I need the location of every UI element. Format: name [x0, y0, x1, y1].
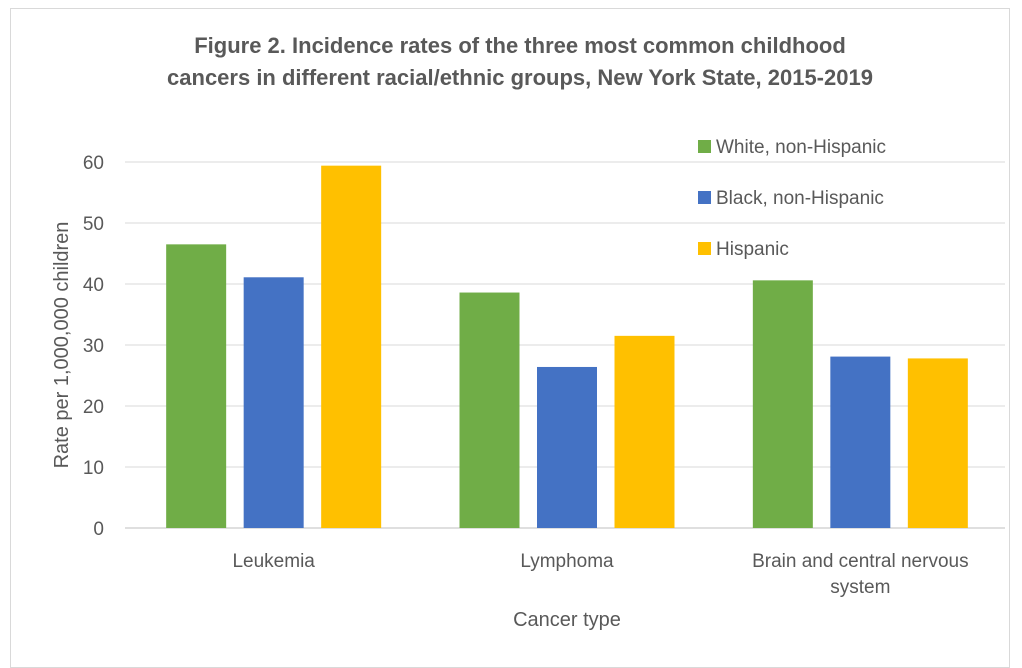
bar-chart: 0 10 20 30 40 50 60 Leukemia Lymphoma Brain and …	[51, 137, 1005, 631]
y-tick-label: 20	[83, 397, 104, 418]
bar	[614, 335, 675, 528]
y-tick-label: 10	[83, 458, 104, 479]
y-tick-label: 30	[83, 336, 104, 357]
bar	[459, 292, 520, 528]
bar	[321, 165, 382, 528]
x-axis-label: Cancer type	[513, 609, 621, 631]
x-tick-labels: Leukemia Lymphoma Brain and central nervou…	[232, 551, 968, 598]
bars	[166, 165, 968, 528]
bar	[752, 280, 813, 528]
chart-title: Figure 2. Incidence rates of the three m…	[0, 30, 1022, 94]
bar	[166, 244, 227, 528]
legend-entry: Black, non-Hispanic	[716, 188, 884, 209]
x-tick-label: system	[830, 577, 890, 598]
x-tick-label: Leukemia	[232, 551, 315, 572]
legend-swatch	[698, 191, 711, 204]
y-tick-label: 40	[83, 275, 104, 296]
y-axis-label: Rate per 1,000,000 children	[51, 222, 73, 469]
y-tick-labels: 0 10 20 30 40 50 60	[83, 153, 104, 540]
legend: White, non-Hispanic Black, non-Hispanic Hi…	[698, 137, 886, 260]
bar	[907, 358, 968, 528]
bar	[830, 356, 891, 528]
legend-entry: Hispanic	[716, 239, 789, 260]
y-tick-label: 60	[83, 153, 104, 174]
x-tick-label: Lymphoma	[520, 551, 614, 572]
legend-swatch	[698, 140, 711, 153]
chart-title-line-1: Figure 2. Incidence rates of the three m…	[194, 33, 846, 58]
x-tick-label: Brain and central nervous	[752, 551, 969, 572]
legend-swatch	[698, 242, 711, 255]
chart-title-line-2: cancers in different racial/ethnic group…	[167, 65, 873, 90]
y-tick-label: 0	[93, 519, 104, 540]
bar	[537, 366, 597, 528]
legend-entry: White, non-Hispanic	[716, 137, 886, 158]
bar	[243, 277, 304, 528]
y-tick-label: 50	[83, 214, 104, 235]
